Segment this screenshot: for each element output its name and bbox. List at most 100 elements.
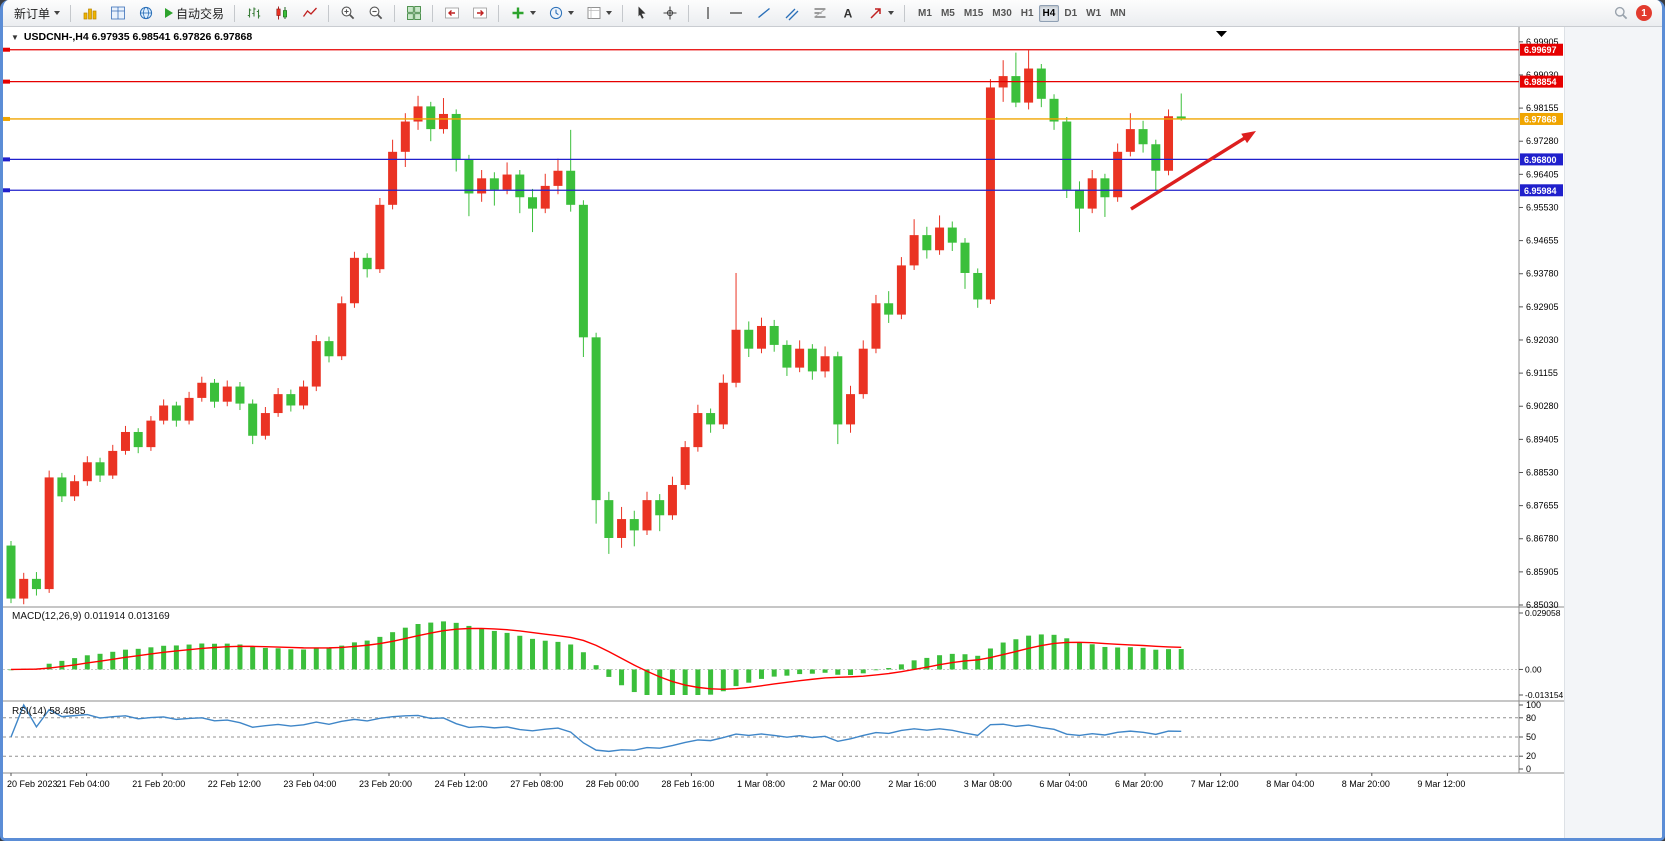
trend-arrow-head [1241, 131, 1256, 144]
price-axis-label: 6.99030 [1526, 70, 1559, 80]
candlestick-icon [273, 5, 290, 22]
trendline-tool-button[interactable] [750, 2, 777, 25]
candlestick-mode-button[interactable] [268, 2, 295, 25]
price-axis-label: 6.92030 [1526, 335, 1559, 345]
chart-arrow-left-icon [443, 5, 460, 22]
time-axis-label: 6 Mar 04:00 [1039, 779, 1087, 789]
new-order-button[interactable]: 新订单 [9, 2, 65, 25]
price-axis-label: 6.99905 [1526, 37, 1559, 47]
chart-header: ▼ USDCNH-,H4 6.97935 6.98541 6.97826 6.9… [11, 31, 252, 43]
auto-trading-label: 自动交易 [176, 6, 225, 21]
navigator-button[interactable] [132, 2, 159, 25]
vertical-line-tool-button[interactable] [694, 2, 721, 25]
tile-windows-icon [405, 5, 422, 22]
timeframe-w1-button[interactable]: W1 [1082, 5, 1105, 22]
arrows-tool-button[interactable] [862, 2, 899, 25]
crosshair-tool-button[interactable] [656, 2, 683, 25]
channel-icon [783, 5, 800, 22]
time-axis-label: 23 Feb 20:00 [359, 779, 412, 789]
rsi-line [10, 703, 1182, 753]
time-axis-label: 24 Feb 12:00 [435, 779, 488, 789]
zoom-in-button[interactable] [334, 2, 361, 25]
search-icon[interactable] [1612, 5, 1629, 22]
candles [6, 50, 1186, 605]
horizontal-lines[interactable]: 6.99697 6.98854 6.97868 6.96800 6.95984 [3, 43, 1563, 197]
templates-button[interactable] [580, 2, 617, 25]
trend-arrow[interactable] [1130, 133, 1251, 211]
fibonacci-tool-button[interactable] [806, 2, 833, 25]
timeframe-group: M1 M5 M15 M30 H1 H4 D1 W1 MN [914, 4, 1130, 22]
price-axis-label: 6.91155 [1526, 368, 1558, 378]
toolbar-right: 1 [1612, 5, 1656, 22]
charts-button[interactable] [76, 2, 103, 25]
text-tool-button[interactable]: A [834, 2, 861, 25]
timeframe-m1-button[interactable]: M1 [914, 5, 936, 22]
chart-area: 6.99905 6.99030 6.98155 6.97280 6.96405 6.955… [3, 27, 1564, 838]
macd-axis-label: 0.029058 [1525, 608, 1561, 618]
chart-shift-forward-button[interactable] [466, 2, 493, 25]
timeframe-m30-button[interactable]: M30 [988, 5, 1015, 22]
rsi-axis: 100 80 50 20 0 [1519, 700, 1541, 774]
time-axis-label: 8 Mar 04:00 [1266, 779, 1314, 789]
fibonacci-icon [811, 5, 828, 22]
time-axis-label: 21 Feb 04:00 [57, 779, 110, 789]
macd-axis-label: 0.00 [1525, 664, 1542, 674]
macd-axis: 0.029058 0.00 -0.013154 [1519, 608, 1564, 700]
price-axis-label: 6.88530 [1526, 467, 1559, 477]
trendline-icon [755, 5, 772, 22]
price-tag: 6.97868 [1520, 112, 1563, 125]
price-tag: 6.95984 [1520, 184, 1563, 197]
caret-down-icon [54, 11, 61, 15]
horizontal-line-tool-button[interactable] [722, 2, 749, 25]
caret-down-icon [568, 11, 575, 15]
chart-shift-marker[interactable] [1216, 31, 1227, 37]
line-left-notch [3, 116, 10, 121]
auto-trading-button[interactable]: 自动交易 [160, 2, 229, 25]
toolbar-separator [688, 4, 690, 22]
line-left-notch [3, 79, 10, 84]
vertical-line-icon [699, 5, 716, 22]
price-axis-label: 6.97280 [1526, 136, 1559, 146]
svg-text:6.98854: 6.98854 [1524, 77, 1557, 87]
crosshair-icon [661, 5, 678, 22]
notification-badge[interactable]: 1 [1636, 5, 1652, 21]
svg-text:6.96800: 6.96800 [1524, 155, 1557, 165]
tile-windows-button[interactable] [400, 2, 427, 25]
toolbar-separator [70, 4, 72, 22]
cursor-tool-button[interactable] [628, 2, 655, 25]
ohlc-bars-icon [245, 5, 262, 22]
collapse-toggle-icon[interactable]: ▼ [11, 32, 19, 42]
price-axis-label: 6.98155 [1526, 103, 1559, 113]
time-axis-label: 1 Mar 08:00 [737, 779, 785, 789]
price-axis-label: 6.89405 [1526, 434, 1559, 444]
timeframe-h1-button[interactable]: H1 [1017, 5, 1038, 22]
timeframe-m5-button[interactable]: M5 [937, 5, 959, 22]
timeframe-menu-button[interactable] [542, 2, 579, 25]
add-indicator-button[interactable] [504, 2, 541, 25]
horizontal-line-icon [727, 5, 744, 22]
line-chart-mode-button[interactable] [296, 2, 323, 25]
chart-ohlc-readout: USDCNH-,H4 6.97935 6.98541 6.97826 6.978… [23, 31, 253, 43]
price-axis-label: 6.95530 [1526, 202, 1559, 212]
price-axis-label: 6.85905 [1526, 567, 1559, 577]
timeframe-mn-button[interactable]: MN [1106, 5, 1130, 22]
time-axis-label: 21 Feb 20:00 [132, 779, 185, 789]
time-axis-label: 8 Mar 20:00 [1342, 779, 1390, 789]
price-tag: 6.96800 [1520, 153, 1563, 166]
chart-shift-back-button[interactable] [438, 2, 465, 25]
rsi-label: RSI(14) 58.4885 [12, 706, 86, 717]
time-axis-label: 2 Mar 00:00 [813, 779, 861, 789]
zoom-out-button[interactable] [362, 2, 389, 25]
toolbar-separator [622, 4, 624, 22]
play-icon [165, 8, 174, 18]
timeframe-d1-button[interactable]: D1 [1060, 5, 1081, 22]
toolbar-separator [328, 4, 330, 22]
bar-chart-mode-button[interactable] [240, 2, 267, 25]
timeframe-h4-button[interactable]: H4 [1038, 4, 1060, 22]
toolbar-separator [234, 4, 236, 22]
market-watch-button[interactable] [104, 2, 131, 25]
timeframe-m15-button[interactable]: M15 [960, 5, 987, 22]
svg-text:6.99697: 6.99697 [1524, 45, 1557, 55]
channel-tool-button[interactable] [778, 2, 805, 25]
macd-axis-label: -0.013154 [1525, 690, 1564, 700]
